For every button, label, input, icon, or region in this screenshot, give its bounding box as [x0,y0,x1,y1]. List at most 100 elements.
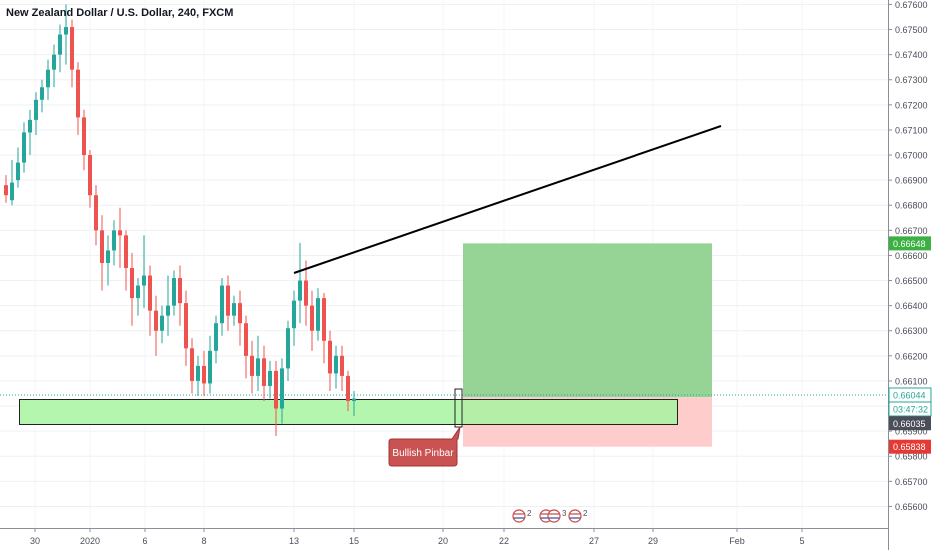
candle-body [100,230,104,263]
candle-body [154,310,158,331]
candle-body [334,355,338,374]
callout-text: Bullish Pinbar [392,448,454,459]
candle-body [58,34,62,55]
price-axis [888,0,932,550]
take-profit-zone[interactable] [463,243,712,398]
time-tick-label: 20 [438,536,448,546]
price-tick-label: 0.67400 [895,50,928,60]
candle-body [130,267,134,299]
stop-loss-price-label-bg [889,439,931,454]
candle-body [46,69,50,88]
economic-event-icon[interactable]: 3 [547,509,567,523]
time-tick-label: 30 [30,536,40,546]
candle-body [112,230,116,251]
time-tick-label: 13 [289,536,299,546]
candle-body [304,280,308,306]
time-tick-label: 6 [142,536,147,546]
price-tick-label: 0.65600 [895,502,928,512]
candle-body [244,323,248,356]
candle-body [40,87,44,100]
flag-icon [568,509,582,523]
take-profit-price-label-bg [889,236,931,251]
candle-body [268,370,272,386]
candle-body [16,162,20,181]
candle-body [70,27,74,70]
last-price-label: 0.66044 [893,390,926,400]
price-tick-label: 0.67200 [895,100,928,110]
price-tick-label: 0.67600 [895,0,928,10]
candle-body [322,298,326,341]
flag-icon [547,509,561,523]
price-tick-label: 0.67000 [895,151,928,161]
candle-body [184,303,188,349]
candle-body [256,358,260,376]
candle-body [238,303,242,324]
stop-loss-price-label: 0.65838 [893,442,926,452]
price-tick-label: 0.66800 [895,201,928,211]
candle-body [148,275,152,311]
price-tick-label: 0.66200 [895,351,928,361]
candle-body [328,340,332,374]
candle-body [10,182,14,201]
candle-body [340,355,344,376]
pinbar-highlight[interactable] [454,388,463,428]
price-tick-label: 0.66400 [895,301,928,311]
candle-body [352,398,356,402]
time-tick-label: 27 [589,536,599,546]
time-tick-label: 5 [799,536,804,546]
candle-body [196,365,200,381]
flag-icon [512,509,526,523]
event-count: 2 [527,509,532,518]
candle-body [178,278,182,304]
economic-event-icon[interactable]: 2 [568,509,588,523]
candle-body [346,375,350,402]
candle-body [22,132,26,163]
candle-body [226,285,230,316]
economic-event-icon[interactable]: 2 [512,509,532,523]
event-count: 2 [583,509,588,518]
price-tick-label: 0.67500 [895,25,928,35]
candle-body [316,298,320,331]
callout-bubble [388,426,461,467]
entry-price-label: 0.66035 [893,419,926,429]
time-tick-label: 2020 [80,536,100,546]
event-count: 3 [562,509,567,518]
price-tick-label: 0.66300 [895,326,928,336]
price-tick-label: 0.67300 [895,75,928,85]
take-profit-price-label: 0.66648 [893,239,926,249]
pinbar-callout[interactable]: Bullish Pinbar [388,426,461,467]
time-tick-label: 8 [201,536,206,546]
candle-body [34,99,38,120]
candle-body [202,365,206,384]
candle-body [142,275,146,286]
price-tick-label: 0.66100 [895,376,928,386]
time-tick-label: 15 [349,536,359,546]
price-tick-label: 0.66500 [895,276,928,286]
candle-body [64,27,68,35]
candle-body [286,328,290,369]
candle-body [262,358,266,386]
candle-body [76,69,80,118]
trendline[interactable] [293,125,722,274]
price-tick-label: 0.66900 [895,176,928,186]
candle-body [214,323,218,351]
candle-body [232,303,236,316]
candle-body [220,285,224,324]
candle-body [280,368,284,409]
candle-body [160,315,164,331]
price-tick-label: 0.65900 [895,427,928,437]
candle-body [274,370,278,409]
candle-body [28,119,32,133]
entry-price-label-bg [889,416,931,431]
price-tick-label: 0.65800 [895,452,928,462]
candle-body [166,305,170,316]
bar-countdown-label: 03:47:32 [893,404,928,414]
time-tick-label: 29 [648,536,658,546]
candle-body [106,250,110,263]
candle-body [136,285,140,299]
candle-body [208,350,212,384]
price-tick-label: 0.66600 [895,251,928,261]
candle-body [298,280,302,301]
